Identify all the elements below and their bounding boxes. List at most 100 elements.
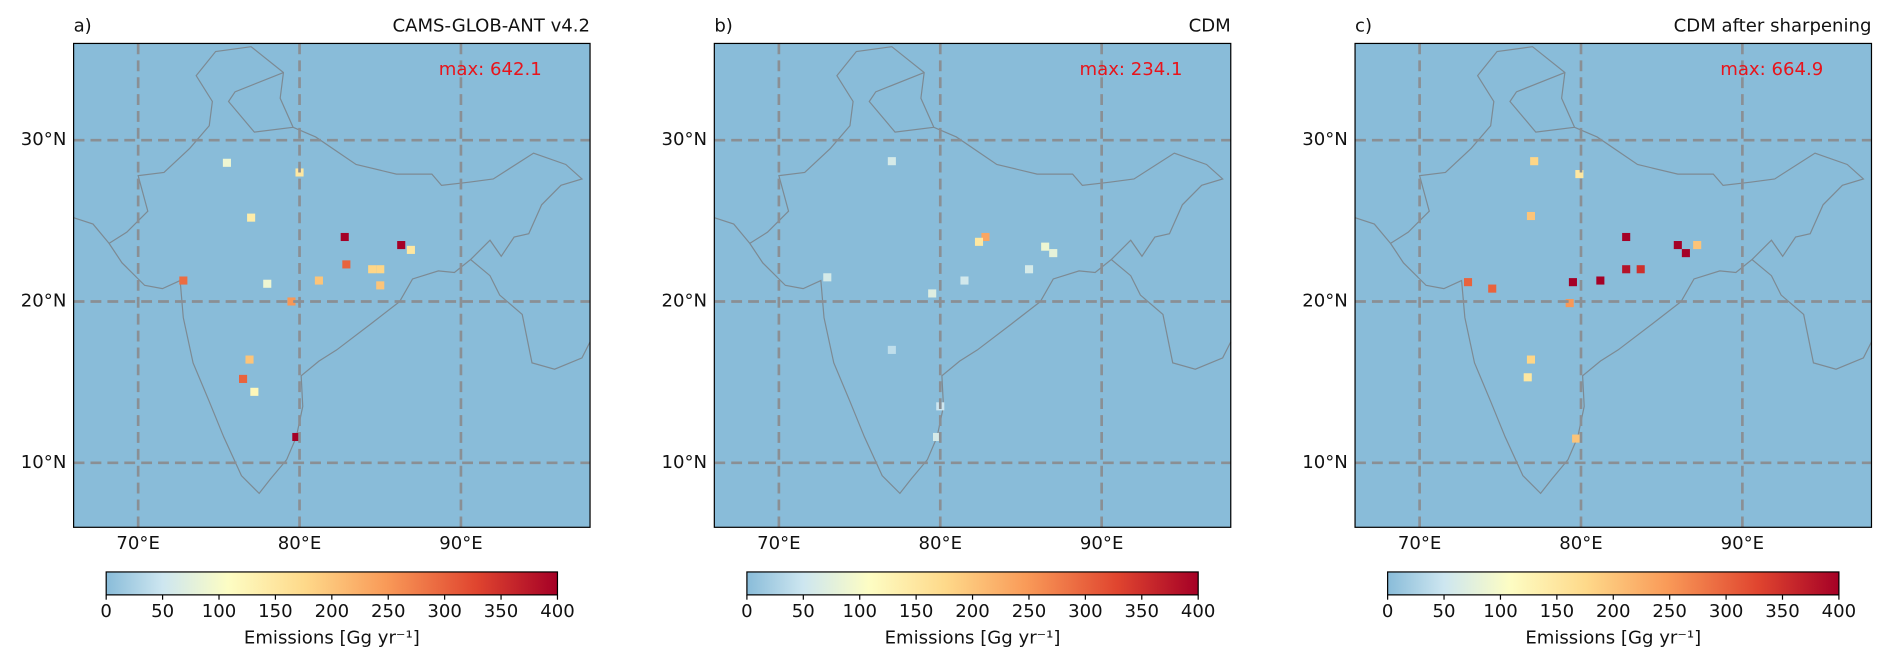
panel-title: CDM after sharpening (1674, 16, 1872, 37)
panel-title: CDM (1189, 16, 1231, 37)
emission-cell (406, 245, 415, 254)
colorbar-tick-label: 250 (371, 601, 406, 622)
lon-tick-label: 90°E (439, 533, 482, 554)
emission-cell (1049, 249, 1058, 258)
emission-cell (1681, 249, 1690, 258)
lon-tick-label: 70°E (1398, 533, 1441, 554)
colorbar-tick-label: 100 (202, 601, 237, 622)
panel-label: a) (74, 16, 92, 37)
emission-cell (222, 158, 231, 167)
emission-cell (1565, 299, 1574, 308)
lat-tick-label: 30°N (21, 129, 67, 150)
emission-cell (974, 237, 984, 246)
map-background (714, 43, 1231, 528)
coastline (1390, 243, 1873, 495)
emission-cell (1530, 157, 1539, 166)
emission-cell (981, 232, 990, 242)
emission-cell (340, 232, 349, 242)
emission-cell (368, 265, 377, 274)
colorbar (1387, 571, 1840, 596)
map-background (1355, 43, 1872, 528)
lat-tick-label: 20°N (1302, 291, 1348, 312)
colorbar-tick-label: 200 (315, 601, 350, 622)
panel-title: CAMS-GLOB-ANT v4.2 (392, 16, 590, 37)
lat-tick-label: 10°N (21, 452, 67, 473)
colorbar-tick-label: 400 (1822, 601, 1857, 622)
map-frame (73, 42, 591, 528)
emission-cell (342, 260, 351, 269)
emission-cell (250, 387, 259, 396)
coastline (868, 71, 934, 133)
colorbar-tick-label: 100 (1483, 601, 1518, 622)
map-frame (713, 42, 1232, 528)
colorbar (746, 571, 1199, 596)
colorbar-tick-label: 100 (842, 601, 877, 622)
colorbar-tick-label: 200 (1596, 601, 1631, 622)
coastline (227, 71, 294, 133)
emission-cell (1622, 265, 1631, 274)
max-annotation: max: 234.1 (1080, 59, 1183, 80)
lon-tick-label: 80°E (1559, 533, 1602, 554)
max-annotation: max: 642.1 (439, 59, 542, 80)
panel-label: b) (714, 16, 733, 37)
emission-cell (928, 289, 937, 298)
emission-cell (263, 279, 272, 288)
colorbar-tick-label: 350 (1765, 601, 1800, 622)
colorbar-tick-label: 0 (100, 601, 112, 622)
lon-tick-label: 90°E (1080, 533, 1123, 554)
lon-tick-label: 90°E (1721, 533, 1764, 554)
emission-cell (1693, 241, 1702, 250)
emission-cell (179, 276, 188, 285)
lat-tick-label: 30°N (1302, 129, 1348, 150)
lat-tick-label: 20°N (662, 291, 708, 312)
emission-cell (1575, 170, 1584, 179)
colorbar-label: Emissions [Gg yr⁻¹] (1525, 627, 1701, 648)
lat-tick-label: 10°N (662, 452, 708, 473)
emission-cell (1636, 265, 1645, 274)
colorbar-tick-label: 50 (151, 601, 174, 622)
colorbar-tick-label: 400 (1181, 601, 1216, 622)
colorbar-tick-label: 200 (955, 601, 990, 622)
emission-cell (245, 355, 254, 364)
emission-cell (960, 276, 969, 285)
colorbar-tick-label: 150 (258, 601, 293, 622)
lon-tick-label: 70°E (116, 533, 159, 554)
coastline (1354, 46, 1865, 260)
emission-cell (397, 241, 406, 250)
emission-cell (1526, 211, 1536, 221)
colorbar-tick-label: 300 (1709, 601, 1744, 622)
emission-cell (1572, 434, 1581, 443)
colorbar-tick-label: 350 (1125, 601, 1160, 622)
colorbar-tick-label: 350 (484, 601, 519, 622)
colorbar-tick-label: 0 (1382, 601, 1394, 622)
colorbar-tick-label: 300 (427, 601, 462, 622)
emission-cell (1488, 284, 1497, 293)
emission-cell (1622, 232, 1631, 242)
emission-cell (1024, 265, 1034, 274)
colorbar-tick-label: 250 (1012, 601, 1047, 622)
emission-cell (1463, 278, 1473, 287)
map-background (73, 43, 591, 528)
colorbar-tick-label: 250 (1652, 601, 1687, 622)
coastline (714, 46, 1224, 260)
max-annotation: max: 664.9 (1720, 59, 1823, 80)
emission-cell (1523, 373, 1532, 382)
emission-cell (887, 345, 896, 354)
coastline (749, 243, 1232, 495)
lon-tick-label: 80°E (919, 533, 962, 554)
colorbar-label: Emissions [Gg yr⁻¹] (885, 627, 1061, 648)
coastline (108, 243, 591, 495)
lon-tick-label: 80°E (278, 533, 321, 554)
colorbar-tick-label: 0 (741, 601, 753, 622)
lat-tick-label: 30°N (662, 129, 708, 150)
colorbar-label: Emissions [Gg yr⁻¹] (244, 627, 420, 648)
colorbar-tick-label: 150 (1540, 601, 1575, 622)
colorbar-tick-label: 150 (899, 601, 934, 622)
emission-cell (376, 281, 385, 290)
emission-cell (932, 432, 942, 442)
emission-cell (239, 374, 248, 383)
lat-tick-label: 20°N (21, 291, 67, 312)
lon-tick-label: 70°E (757, 533, 800, 554)
emission-cell (1673, 241, 1682, 250)
